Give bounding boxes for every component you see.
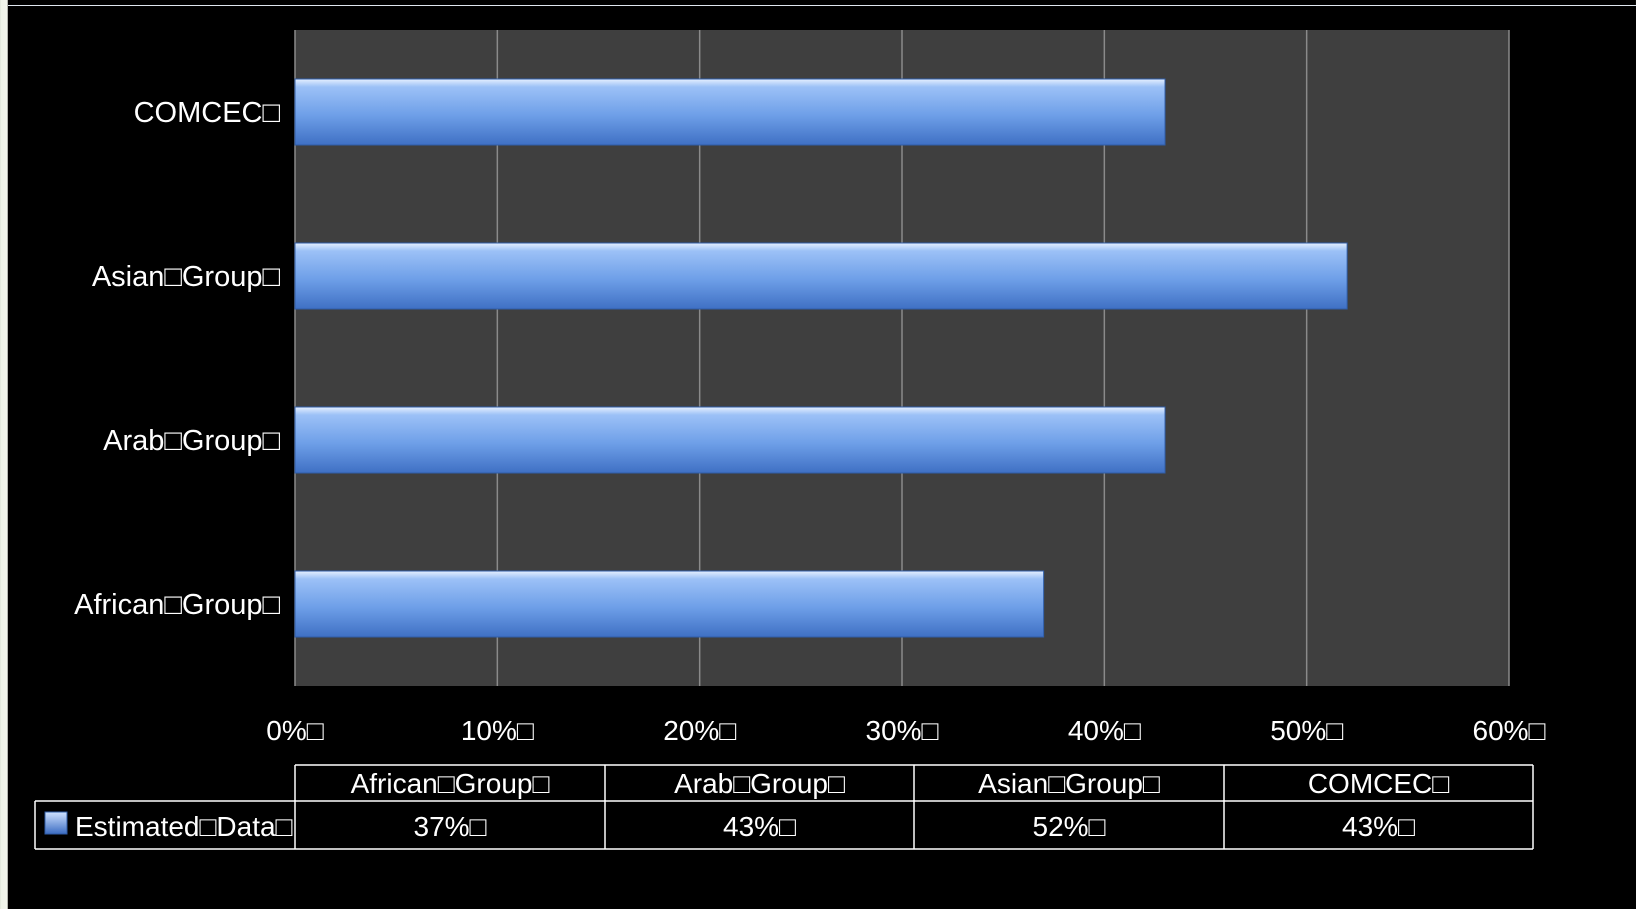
- table-header-1: Arab□Group□: [674, 768, 845, 799]
- x-tick-labels: 0%□ 10%□ 20%□ 30%□ 40%□ 50%□ 60%□: [266, 715, 1545, 746]
- category-labels: African□Group□ Arab□Group□ Asian□Group□ COM…: [74, 97, 280, 621]
- data-table: African□Group□ 37%□ Arab□Group□ 43%□ Asian□G…: [34, 764, 1534, 850]
- legend-series-label: Estimated□Data□: [75, 811, 293, 842]
- x-tick-label-6: 60%□: [1473, 715, 1546, 746]
- bar-3: [294, 78, 1166, 146]
- x-tick-label-1: 10%□: [461, 715, 534, 746]
- x-tick-label-0: 0%□: [266, 715, 323, 746]
- category-label-0: African□Group□: [74, 589, 280, 621]
- x-tick-label-3: 30%□: [866, 715, 939, 746]
- bar-chart: African□Group□ Arab□Group□ Asian□Group□ COM…: [34, 30, 1546, 850]
- table-value-1: 43%□: [723, 811, 796, 842]
- category-label-3: COMCEC□: [134, 97, 281, 129]
- legend-swatch: [44, 811, 68, 835]
- table-value-3: 43%□: [1342, 811, 1415, 842]
- x-tick-label-4: 40%□: [1068, 715, 1141, 746]
- category-label-2: Asian□Group□: [92, 261, 281, 293]
- table-value-2: 52%□: [1033, 811, 1106, 842]
- table-header-3: COMCEC□: [1308, 768, 1449, 799]
- bar-2: [294, 242, 1348, 310]
- x-tick-label-2: 20%□: [663, 715, 736, 746]
- bars: [294, 78, 1348, 638]
- table-header-2: Asian□Group□: [978, 768, 1160, 799]
- x-tick-label-5: 50%□: [1270, 715, 1343, 746]
- bar-1: [294, 406, 1166, 474]
- table-value-0: 37%□: [414, 811, 487, 842]
- bar-0: [294, 570, 1045, 638]
- category-label-1: Arab□Group□: [103, 425, 280, 457]
- table-header-0: African□Group□: [351, 768, 550, 799]
- chart-frame: African□Group□ Arab□Group□ Asian□Group□ COM…: [8, 5, 1636, 909]
